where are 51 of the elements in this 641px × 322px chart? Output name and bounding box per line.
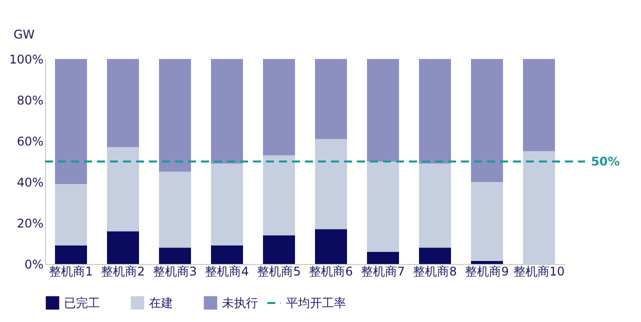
x-tick-label: 整机商3 — [153, 264, 197, 278]
bar — [211, 59, 243, 164]
bar — [159, 248, 191, 264]
x-tick-label: 整机商5 — [257, 264, 301, 278]
bar — [211, 164, 243, 246]
bar — [263, 235, 295, 264]
y-tick-label: 0% — [24, 258, 44, 272]
x-tick-label: 整机商10 — [513, 264, 565, 278]
y-tick-label: 100% — [9, 52, 44, 66]
y-tick-label: 80% — [16, 94, 44, 108]
bar — [471, 260, 503, 264]
legend-label: 在建 — [149, 296, 173, 310]
bar — [367, 252, 399, 264]
bar — [107, 147, 139, 232]
legend-label: 已完工 — [64, 296, 100, 310]
y-tick-label: 60% — [16, 134, 44, 148]
bar — [471, 182, 503, 261]
bar — [55, 246, 87, 264]
bar — [107, 231, 139, 264]
bar — [315, 59, 347, 139]
bar — [367, 59, 399, 162]
bar — [159, 59, 191, 172]
x-tick-label: 整机商9 — [465, 264, 509, 278]
bar — [263, 59, 295, 156]
y-tick-label: 40% — [16, 176, 44, 190]
bar — [211, 246, 243, 264]
bar — [315, 138, 347, 230]
text: 50% — [591, 154, 620, 168]
x-tick-label: 整机商1 — [49, 264, 93, 278]
bar — [523, 151, 555, 264]
bar — [55, 184, 87, 246]
bar — [419, 248, 451, 264]
bar — [107, 59, 139, 148]
y-axis-title: GW — [14, 28, 35, 42]
bar — [367, 162, 399, 252]
bar — [315, 229, 347, 264]
bar — [159, 172, 191, 248]
x-tick-label: 整机商8 — [413, 264, 457, 278]
y-tick-label: 20% — [16, 216, 44, 230]
bar — [419, 59, 451, 164]
x-tick-label: 整机商2 — [101, 264, 145, 278]
x-tick-label: 整机商4 — [205, 264, 249, 278]
bar — [523, 59, 555, 152]
bar — [263, 155, 295, 236]
bar — [55, 59, 87, 184]
bar — [419, 164, 451, 248]
legend-label: 平均开工率 — [286, 296, 346, 310]
bar — [471, 59, 503, 182]
x-tick-label: 整机商6 — [309, 264, 353, 278]
x-tick-label: 整机商7 — [361, 264, 405, 278]
legend-label: 未执行 — [222, 296, 258, 310]
